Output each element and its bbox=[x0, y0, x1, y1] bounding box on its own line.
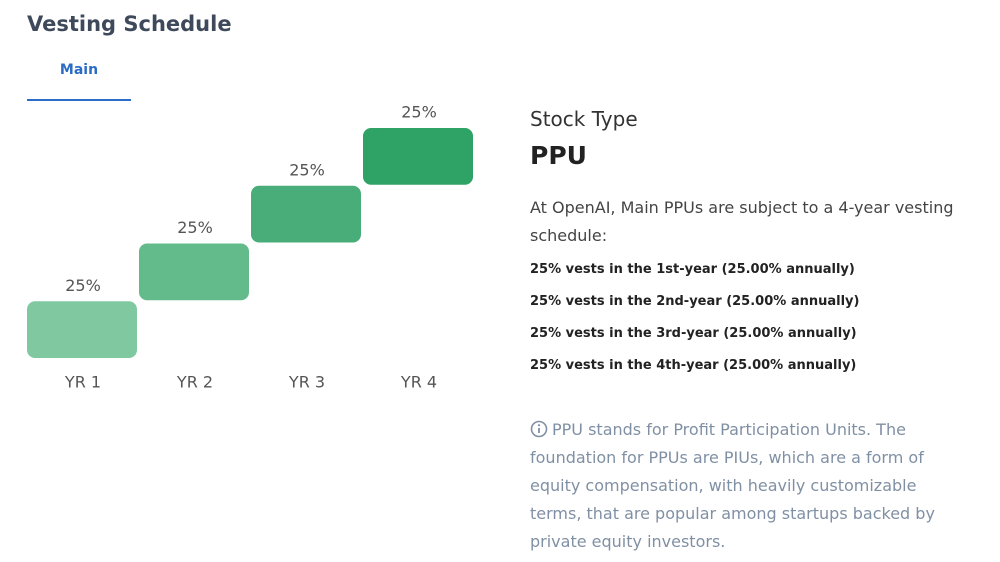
stock-type: PPU bbox=[530, 141, 587, 170]
page-title: Vesting Schedule bbox=[27, 12, 232, 36]
stock-type-label: Stock Type bbox=[530, 107, 638, 131]
vesting-block bbox=[363, 128, 473, 185]
x-label: YR 4 bbox=[400, 373, 437, 392]
value-label: 25% bbox=[65, 276, 101, 295]
schedule-item: 25% vests in the 3rd-year (25.00% annual… bbox=[530, 326, 857, 341]
info-note: PPU stands for Profit Participation Unit… bbox=[530, 416, 950, 556]
x-label: YR 2 bbox=[176, 373, 213, 392]
vesting-block bbox=[139, 243, 249, 301]
chart: 25% YR 1 25% YR 2 25% YR 3 25% YR 4 bbox=[27, 103, 473, 392]
tab-underline bbox=[27, 99, 131, 101]
vesting-block bbox=[251, 185, 361, 243]
value-label: 25% bbox=[289, 160, 325, 179]
schedule-item: 25% vests in the 2nd-year (25.00% annual… bbox=[530, 294, 860, 309]
note-text: PPU stands for Profit Participation Unit… bbox=[530, 420, 935, 551]
info-icon bbox=[530, 420, 548, 438]
x-label: YR 3 bbox=[288, 373, 325, 392]
schedule-item: 25% vests in the 1st-year (25.00% annual… bbox=[530, 262, 855, 277]
vesting-block bbox=[27, 301, 137, 358]
schedule-item: 25% vests in the 4th-year (25.00% annual… bbox=[530, 358, 857, 373]
x-label: YR 1 bbox=[64, 373, 101, 392]
value-label: 25% bbox=[177, 218, 213, 237]
tab[interactable]: Main bbox=[59, 62, 99, 78]
value-label: 25% bbox=[401, 103, 437, 122]
description: At OpenAI, Main PPUs are subject to a 4-… bbox=[530, 198, 954, 245]
